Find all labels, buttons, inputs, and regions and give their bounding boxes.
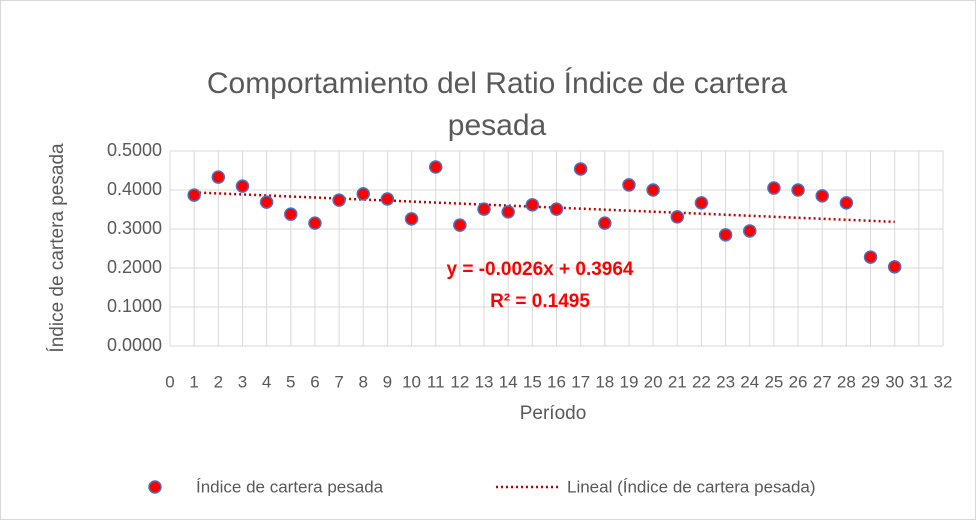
x-axis-label: Período: [520, 403, 587, 424]
point: [743, 224, 757, 238]
x-tick-label: 7: [334, 372, 343, 391]
legend-label: Lineal (Índice de cartera pesada): [567, 477, 816, 496]
x-tick-label: 19: [620, 372, 639, 391]
point: [863, 250, 878, 264]
x-tick-label: 2: [214, 372, 223, 391]
point: [453, 218, 467, 232]
x-tick-label: 21: [668, 372, 687, 391]
x-tick-label: 12: [450, 372, 469, 391]
x-tick-label: 17: [571, 372, 590, 391]
y-tick-label: 0.2000: [107, 257, 162, 277]
y-axis-label: Índice de cartera pesada: [47, 143, 68, 353]
point: [332, 193, 346, 207]
x-tick-label: 16: [547, 372, 566, 391]
x-tick-label: 18: [595, 372, 614, 391]
trendline: [194, 191, 895, 224]
y-tick-label: 0.5000: [107, 140, 162, 160]
x-tick-label: 14: [499, 372, 518, 391]
x-tick-label: 32: [934, 372, 953, 391]
x-tick-label: 15: [523, 372, 542, 391]
x-tick-label: 31: [909, 372, 928, 391]
point: [477, 202, 491, 216]
x-tick-label: 27: [813, 372, 832, 391]
chart-title: Comportamiento del Ratio Índice de carte…: [207, 67, 788, 100]
chart-title: pesada: [448, 109, 547, 142]
legend-marker: [148, 480, 162, 494]
point: [549, 202, 564, 216]
trendline-equation: y = -0.0026x + 0.3964: [447, 259, 634, 280]
point: [573, 162, 588, 176]
y-tick-label: 0.1000: [107, 296, 162, 316]
x-tick-label: 4: [262, 372, 271, 391]
x-tick-label: 6: [310, 372, 319, 391]
x-tick-label: 5: [286, 372, 295, 391]
x-tick-label: 11: [427, 372, 445, 391]
y-tick-label: 0.4000: [107, 179, 162, 199]
point: [187, 188, 201, 202]
trendline-r-squared: R² = 0.1495: [490, 291, 590, 312]
point: [887, 260, 902, 274]
x-tick-label: 26: [789, 372, 808, 391]
y-tick-label: 0.0000: [107, 335, 162, 355]
x-tick-label: 28: [837, 372, 856, 391]
point: [791, 183, 805, 197]
point: [815, 189, 829, 203]
point: [356, 187, 370, 201]
x-tick-label: 20: [644, 372, 663, 391]
point: [428, 160, 443, 174]
point: [259, 195, 274, 209]
point: [694, 196, 709, 210]
point: [839, 196, 854, 210]
point: [718, 228, 733, 242]
point: [380, 192, 395, 206]
point: [284, 207, 298, 221]
point: [211, 170, 226, 184]
point: [404, 212, 419, 226]
x-tick-label: 9: [383, 372, 392, 391]
point: [767, 181, 781, 195]
x-tick-label: 30: [885, 372, 904, 391]
x-tick-label: 1: [189, 372, 198, 391]
x-tick-label: 13: [475, 372, 494, 391]
x-tick-label: 0: [165, 372, 174, 391]
x-tick-label: 3: [238, 372, 247, 391]
x-tick-label: 23: [716, 372, 735, 391]
x-tick-label: 29: [861, 372, 880, 391]
x-tick-label: 8: [359, 372, 368, 391]
point: [646, 183, 660, 197]
point: [308, 216, 322, 230]
point: [598, 216, 612, 230]
point: [235, 179, 250, 193]
x-tick-label: 10: [402, 372, 421, 391]
point: [670, 210, 685, 224]
point: [622, 178, 636, 192]
x-tick-label: 22: [692, 372, 711, 391]
x-tick-label: 25: [764, 372, 783, 391]
point: [501, 205, 515, 219]
point: [525, 198, 540, 212]
y-tick-label: 0.3000: [107, 218, 162, 238]
x-tick-label: 24: [740, 372, 759, 391]
legend-label: Índice de cartera pesada: [196, 477, 384, 496]
